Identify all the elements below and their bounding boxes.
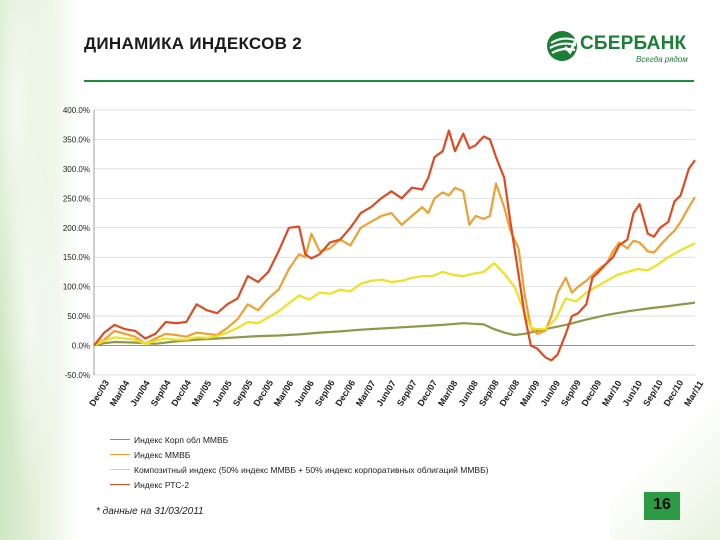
legend-item: Индекс РТС-2 <box>110 477 489 492</box>
y-tick-label: 350.0% <box>63 135 90 144</box>
series-line <box>93 242 696 347</box>
y-tick-label: 0.0% <box>72 342 90 351</box>
series-line <box>93 182 696 347</box>
series-line <box>93 129 696 362</box>
legend-label: Композитный индекс (50% индекс ММВБ + 50… <box>134 464 489 475</box>
legend-swatch <box>110 453 130 456</box>
legend-swatch <box>110 483 130 486</box>
chart-legend: Индекс Корп обл ММВБ Индекс ММВБ Компози… <box>110 432 489 492</box>
title-divider <box>84 80 694 82</box>
legend-swatch <box>110 438 130 441</box>
y-tick-label: 300.0% <box>63 165 90 174</box>
y-tick-label: 250.0% <box>63 194 90 203</box>
legend-swatch <box>110 468 130 471</box>
y-tick-label: 100.0% <box>63 283 90 292</box>
legend-item: Индекс Корп обл ММВБ <box>110 432 489 447</box>
legend-label: Индекс Корп обл ММВБ <box>134 434 229 445</box>
brand-slogan: Всегда рядом <box>636 55 688 64</box>
page-number: 16 <box>653 496 671 513</box>
background-decoration <box>0 0 80 540</box>
y-tick-label: 200.0% <box>63 224 90 233</box>
y-tick-label: 150.0% <box>63 253 90 262</box>
page-number-badge <box>644 492 680 520</box>
brand-name: СБЕРБАНК <box>580 33 687 54</box>
page-title: ДИНАМИКА ИНДЕКСОВ 2 <box>84 34 302 53</box>
y-tick-label: 50.0% <box>67 312 90 321</box>
footnote: * данные на 31/03/2011 <box>96 506 204 517</box>
y-tick-label: 400.0% <box>63 106 90 115</box>
series-line <box>93 301 696 347</box>
x-tick-label: Mar/11 <box>682 379 705 408</box>
legend-label: Индекс ММВБ <box>134 449 191 460</box>
sberbank-logo-icon <box>547 31 579 61</box>
legend-item: Индекс ММВБ <box>110 447 489 462</box>
y-tick-label: -50.0% <box>65 371 90 380</box>
legend-item: Композитный индекс (50% индекс ММВБ + 50… <box>110 462 489 477</box>
legend-label: Индекс РТС-2 <box>134 479 190 490</box>
